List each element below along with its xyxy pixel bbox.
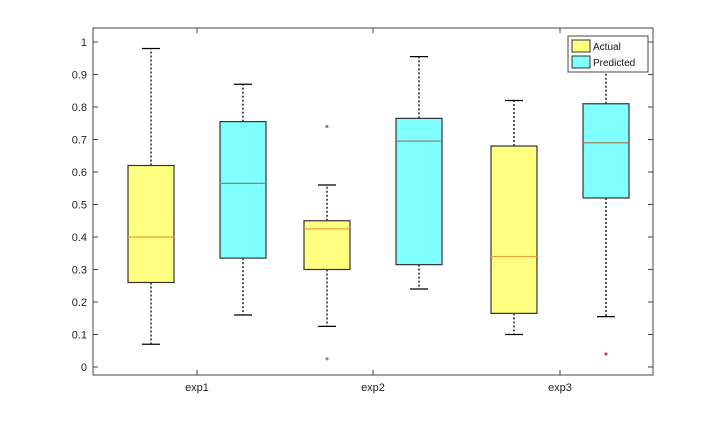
box-predicted-exp2	[395, 55, 443, 290]
box-iqr	[219, 121, 267, 259]
y-tick-label: 0.2	[72, 297, 87, 309]
box-series	[127, 47, 630, 361]
box-actual-exp2	[303, 124, 351, 361]
y-tick-label: 0.4	[72, 232, 87, 244]
outlier-point	[325, 357, 329, 361]
box-actual-exp1	[127, 47, 175, 345]
y-tick-label: 0.7	[72, 135, 87, 147]
x-tick-label: exp3	[548, 382, 572, 394]
box-iqr	[490, 145, 538, 314]
legend-swatch	[571, 39, 591, 53]
legend: Actual Predicted	[567, 35, 649, 73]
y-axis: 0 0.1 0.2 0.3 0.4 0.5 0.6 0.7 0.8 0.9 1	[72, 37, 653, 374]
box-iqr	[395, 117, 443, 266]
y-tick-label: 0.3	[72, 265, 87, 277]
y-tick-label: 0	[81, 362, 87, 374]
y-tick-label: 0.6	[72, 167, 87, 179]
legend-swatch	[571, 55, 591, 69]
legend-label: Predicted	[593, 58, 635, 69]
box-actual-exp3	[490, 99, 538, 336]
box-predicted-exp1	[219, 83, 267, 316]
y-tick-label: 1	[81, 37, 87, 49]
x-tick-label: exp2	[361, 382, 385, 394]
y-tick-label: 0.8	[72, 102, 87, 114]
x-tick-label: exp1	[185, 382, 209, 394]
legend-label: Actual	[593, 42, 621, 53]
outlier-point	[604, 352, 608, 356]
box-iqr	[303, 220, 351, 271]
outlier-point	[325, 124, 329, 129]
box-iqr	[127, 164, 175, 284]
y-tick-label: 0.1	[72, 330, 87, 342]
box-iqr	[582, 103, 630, 199]
plot-area	[92, 27, 654, 376]
y-tick-label: 0.5	[72, 200, 87, 212]
y-tick-label: 0.9	[72, 70, 87, 82]
x-axis: exp1 exp2 exp3	[185, 28, 572, 394]
